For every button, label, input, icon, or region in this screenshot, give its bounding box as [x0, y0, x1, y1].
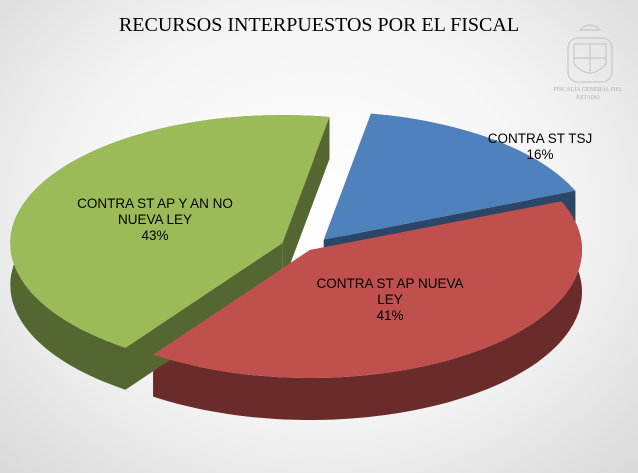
- slice: [153, 201, 582, 378]
- slice-label: CONTRA ST AP Y AN NO NUEVA LEY 43%: [70, 196, 240, 244]
- slice: [10, 115, 330, 348]
- value-label: 43%: [141, 228, 169, 243]
- category-label: CONTRA ST AP Y AN NO NUEVA LEY: [77, 196, 233, 227]
- category-label: CONTRA ST AP NUEVA LEY: [316, 276, 464, 307]
- value-label: 41%: [376, 308, 404, 323]
- slice-label: CONTRA ST AP NUEVA LEY 41%: [310, 276, 470, 324]
- chart-title: RECURSOS INTERPUESTOS POR EL FISCAL: [118, 14, 520, 36]
- slice-label: CONTRA ST TSJ 16%: [478, 131, 602, 163]
- value-label: 16%: [526, 147, 554, 162]
- logo-text: FISCALÍA GENERAL DEL ESTADO: [553, 87, 623, 101]
- slice-side: [153, 201, 582, 420]
- slice-side: [282, 117, 330, 286]
- logo-emblem: [567, 24, 613, 83]
- category-label: CONTRA ST TSJ: [487, 131, 593, 146]
- slice: [323, 113, 576, 240]
